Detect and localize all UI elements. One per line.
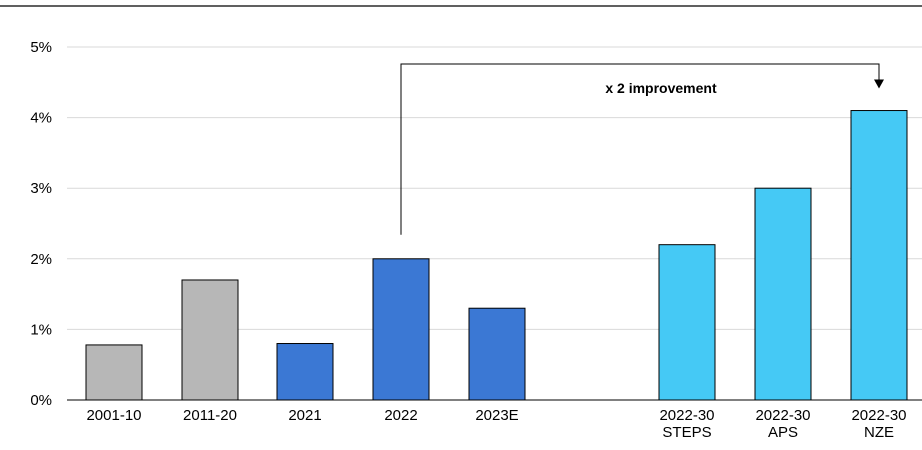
annotation: x 2 improvement	[400, 63, 884, 235]
x-tick-label: 2022-30	[851, 407, 906, 424]
x-tick-label: APS	[768, 424, 798, 441]
x-tick-label: 2021	[288, 407, 321, 424]
annotation-bracket	[400, 63, 880, 235]
annotation-arrowhead	[874, 79, 884, 89]
x-tick-label: NZE	[864, 424, 894, 441]
x-tick-label: STEPS	[662, 424, 711, 441]
x-tick-label: 2023E	[475, 407, 518, 424]
y-tick-label: 4%	[30, 110, 52, 127]
bar	[85, 344, 143, 401]
bar	[372, 258, 430, 401]
y-tick-label: 1%	[30, 321, 52, 338]
x-tick-label: 2011-20	[183, 407, 237, 424]
bars	[85, 110, 908, 401]
x-tick-label: 2022-30	[755, 407, 810, 424]
bar	[468, 307, 526, 401]
bar	[658, 244, 716, 401]
bar	[850, 110, 908, 401]
bar	[276, 343, 334, 401]
y-tick-label: 3%	[30, 180, 52, 197]
bar	[181, 279, 239, 401]
annotation-label: x 2 improvement	[605, 80, 717, 96]
x-axis-labels: 2001-10 2011-20 2021 2022 2023E 2022-30STEPS2…	[86, 407, 906, 441]
x-tick-label: 2022-30	[659, 407, 714, 424]
bar	[754, 187, 812, 401]
y-tick-label: 5%	[30, 39, 52, 56]
x-tick-label: 2022	[384, 407, 417, 424]
x-tick-label: 2001-10	[86, 407, 141, 424]
y-tick-label: 0%	[30, 392, 52, 409]
y-axis-ticks: 0% 1% 2% 3% 4% 5%	[30, 39, 52, 409]
y-tick-label: 2%	[30, 251, 52, 268]
